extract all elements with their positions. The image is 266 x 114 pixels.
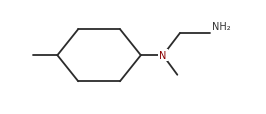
Text: N: N	[159, 51, 167, 61]
Text: NH₂: NH₂	[212, 22, 231, 32]
